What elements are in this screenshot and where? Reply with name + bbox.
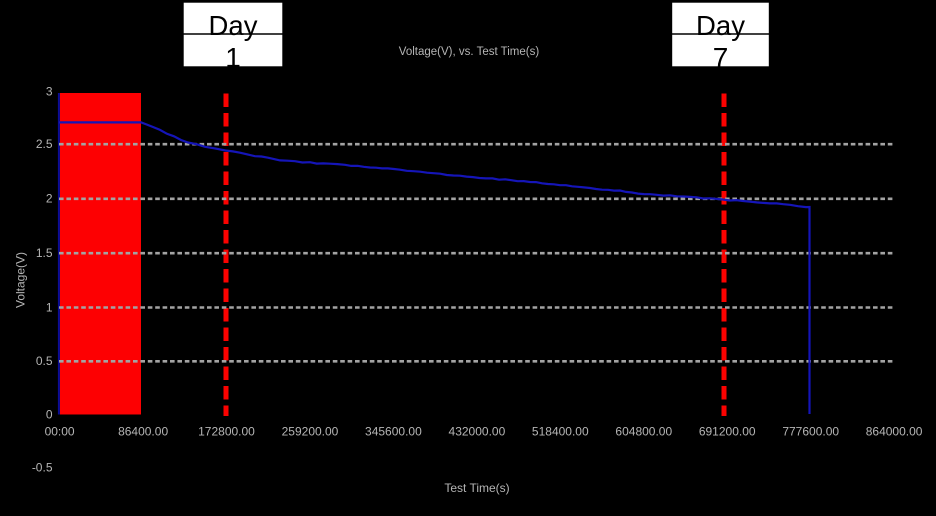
- svg-text:Voltage(V), vs. Test Time(s): Voltage(V), vs. Test Time(s): [399, 46, 540, 58]
- svg-text:345600.00: 345600.00: [365, 425, 422, 439]
- svg-text:0: 0: [46, 407, 53, 421]
- svg-text:-0.5: -0.5: [32, 460, 53, 474]
- svg-text:Day: Day: [696, 10, 745, 41]
- svg-text:1.5: 1.5: [36, 246, 53, 260]
- svg-text:518400.00: 518400.00: [532, 425, 589, 439]
- svg-text:432000.00: 432000.00: [449, 425, 506, 439]
- svg-text:864000.00: 864000.00: [866, 425, 923, 439]
- svg-text:Voltage(V): Voltage(V): [14, 252, 28, 308]
- svg-text:2: 2: [46, 192, 53, 206]
- svg-text:0.5: 0.5: [36, 354, 53, 368]
- svg-text:172800.00: 172800.00: [198, 425, 255, 439]
- svg-text:777600.00: 777600.00: [782, 425, 839, 439]
- svg-text:7: 7: [713, 42, 729, 73]
- svg-text:2.5: 2.5: [36, 137, 53, 151]
- svg-text:00:00: 00:00: [45, 425, 75, 439]
- svg-text:1: 1: [46, 300, 53, 314]
- svg-text:604800.00: 604800.00: [615, 425, 672, 439]
- svg-text:Day: Day: [209, 10, 258, 41]
- svg-text:3: 3: [46, 84, 53, 98]
- svg-text:Test Time(s): Test Time(s): [444, 481, 509, 495]
- svg-text:691200.00: 691200.00: [699, 425, 756, 439]
- svg-text:1: 1: [225, 42, 241, 73]
- svg-text:259200.00: 259200.00: [282, 425, 339, 439]
- svg-text:86400.00: 86400.00: [118, 425, 168, 439]
